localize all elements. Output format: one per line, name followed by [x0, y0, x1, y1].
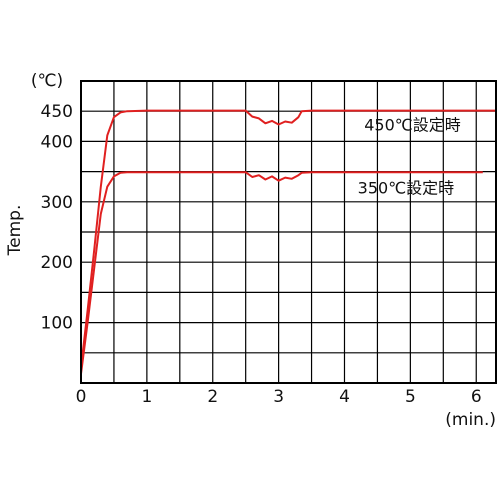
annotations: 450℃設定時 350℃設定時 [358, 116, 461, 198]
x-tick-label: 5 [405, 387, 416, 407]
plot-frame [80, 80, 497, 384]
y-tick-label: 300 [41, 193, 73, 213]
y-axis-label: Temp. [5, 205, 25, 257]
x-tick-label: 2 [207, 387, 218, 407]
y-tick-labels: 100 200 300 400 450 [41, 102, 73, 333]
x-tick-label: 1 [141, 387, 152, 407]
grid [81, 81, 496, 383]
series-group [80, 109, 496, 375]
series-line-1 [80, 109, 496, 369]
series-line-2 [80, 171, 483, 375]
y-tick-label: 100 [41, 314, 73, 334]
x-tick-label: 4 [339, 387, 350, 407]
y-tick-label: 450 [41, 102, 73, 122]
y-tick-label: 200 [41, 253, 73, 273]
series-annotation: 450℃設定時 [364, 116, 461, 135]
y-unit-label: (℃) [31, 71, 63, 91]
x-tick-label: 0 [76, 387, 87, 407]
x-tick-label: 3 [273, 387, 284, 407]
x-axis-label: (min.) [445, 410, 496, 430]
x-tick-labels: 0 1 2 3 4 5 6 [76, 387, 482, 407]
x-tick-label: 6 [471, 387, 482, 407]
series-annotation: 350℃設定時 [358, 178, 455, 197]
y-tick-label: 400 [41, 132, 73, 152]
